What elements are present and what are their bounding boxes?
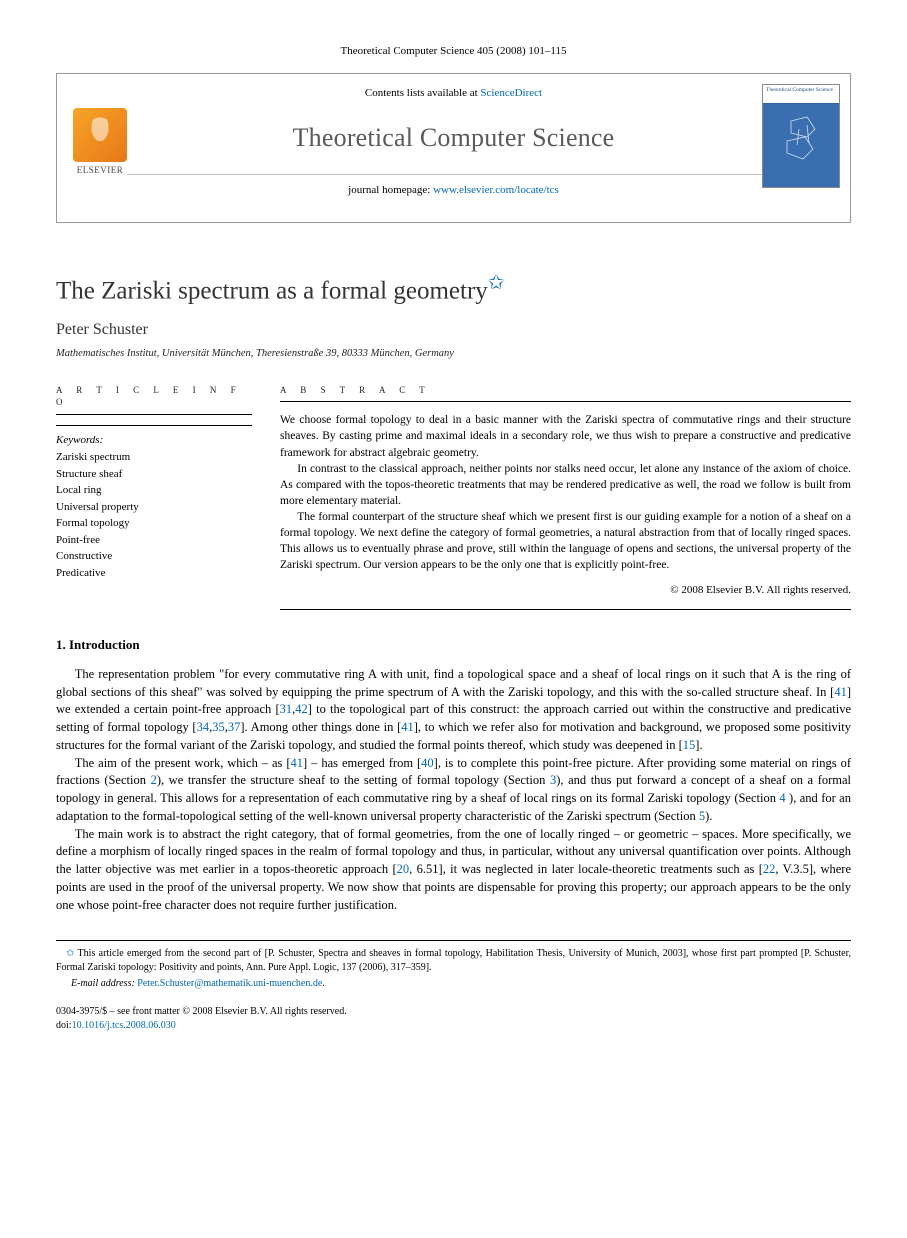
keyword: Structure sheaf <box>56 466 252 483</box>
elsevier-tree-icon <box>73 108 127 162</box>
abstract-column: A B S T R A C T We choose formal topolog… <box>280 384 851 610</box>
text-run: ] – has emerged from [ <box>303 756 421 770</box>
citation-link[interactable]: 15 <box>683 738 696 752</box>
keyword: Constructive <box>56 548 252 565</box>
doi-link[interactable]: 10.1016/j.tcs.2008.06.030 <box>72 1020 176 1031</box>
info-rule <box>56 425 252 426</box>
text-run: The aim of the present work, which – as … <box>75 756 291 770</box>
doi-label: doi: <box>56 1020 72 1031</box>
publisher-logo: ELSEVIER <box>67 108 133 177</box>
journal-homepage-line: journal homepage: www.elsevier.com/locat… <box>127 174 780 198</box>
citation-link[interactable]: 35 <box>212 720 225 734</box>
journal-cover-thumbnail[interactable]: Theoretical Computer Science <box>762 84 840 188</box>
keywords-label: Keywords: <box>56 433 252 448</box>
section-number: 1. <box>56 637 66 652</box>
abstract-paragraph: In contrast to the classical approach, n… <box>280 461 851 509</box>
body-paragraph: The aim of the present work, which – as … <box>56 755 851 826</box>
citation-link[interactable]: 41 <box>401 720 414 734</box>
footnotes-block: ✩ This article emerged from the second p… <box>56 940 851 991</box>
title-footnote: ✩ This article emerged from the second p… <box>56 947 851 974</box>
citation-link[interactable]: 20 <box>397 862 410 876</box>
article-info-column: A R T I C L E I N F O Keywords: Zariski … <box>56 384 252 610</box>
email-label: E-mail address: <box>71 978 137 989</box>
section-heading: 1. Introduction <box>56 636 851 654</box>
text-run: ), we transfer the structure sheaf to th… <box>157 773 550 787</box>
sciencedirect-link[interactable]: ScienceDirect <box>480 87 542 99</box>
keyword: Predicative <box>56 565 252 582</box>
text-run: The representation problem "for every co… <box>56 667 851 699</box>
front-matter-line: 0304-3975/$ – see front matter © 2008 El… <box>56 1005 851 1019</box>
citation-link[interactable]: 31 <box>280 702 293 716</box>
keyword: Point-free <box>56 532 252 549</box>
abstract-copyright: © 2008 Elsevier B.V. All rights reserved… <box>280 583 851 598</box>
publisher-name: ELSEVIER <box>67 164 133 177</box>
footnote-text: This article emerged from the second par… <box>56 948 851 973</box>
author-email-link[interactable]: Peter.Schuster@mathematik.uni-muenchen.d… <box>137 978 322 989</box>
keyword: Local ring <box>56 482 252 499</box>
citation-link[interactable]: 34 <box>197 720 210 734</box>
citation-link[interactable]: 42 <box>295 702 308 716</box>
citation-link[interactable]: 40 <box>421 756 434 770</box>
section-title: Introduction <box>69 637 140 652</box>
citation-link[interactable]: 37 <box>228 720 241 734</box>
abstract-paragraph: The formal counterpart of the structure … <box>280 509 851 573</box>
keyword: Zariski spectrum <box>56 449 252 466</box>
title-text: The Zariski spectrum as a formal geometr… <box>56 278 488 305</box>
author-name: Peter Schuster <box>56 319 851 341</box>
cover-art-icon <box>777 115 827 171</box>
text-run: ]. Among other things done in [ <box>240 720 401 734</box>
abstract-heading: A B S T R A C T <box>280 384 851 403</box>
journal-homepage-link[interactable]: www.elsevier.com/locate/tcs <box>433 184 559 196</box>
contents-prefix: Contents lists available at <box>365 87 480 99</box>
article-info-heading: A R T I C L E I N F O <box>56 384 252 415</box>
journal-header-box: ELSEVIER Theoretical Computer Science Co… <box>56 73 851 223</box>
article-title: The Zariski spectrum as a formal geometr… <box>56 269 851 308</box>
text-run: , 6.51], it was neglected in later local… <box>409 862 763 876</box>
doi-line: doi:10.1016/j.tcs.2008.06.030 <box>56 1019 851 1033</box>
email-suffix: . <box>322 978 325 989</box>
title-footnote-marker[interactable]: ✩ <box>488 272 505 294</box>
email-line: E-mail address: Peter.Schuster@mathemati… <box>56 977 851 991</box>
body-paragraph: The main work is to abstract the right c… <box>56 826 851 915</box>
journal-name: Theoretical Computer Science <box>57 120 850 156</box>
body-paragraph: The representation problem "for every co… <box>56 666 851 755</box>
citation-link[interactable]: 41 <box>291 756 304 770</box>
text-run: ]. <box>695 738 702 752</box>
author-affiliation: Mathematisches Institut, Universität Mün… <box>56 347 851 362</box>
keyword: Universal property <box>56 499 252 516</box>
citation-link[interactable]: 22 <box>763 862 776 876</box>
abstract-paragraph: We choose formal topology to deal in a b… <box>280 412 851 460</box>
citation-link[interactable]: 41 <box>834 685 847 699</box>
citation-line: Theoretical Computer Science 405 (2008) … <box>56 44 851 59</box>
contents-available-line: Contents lists available at ScienceDirec… <box>57 74 850 101</box>
cover-title-text: Theoretical Computer Science <box>766 87 833 93</box>
text-run: ). <box>705 809 712 823</box>
abstract-bottom-rule <box>280 609 851 610</box>
homepage-prefix: journal homepage: <box>348 184 433 196</box>
bottom-matter: 0304-3975/$ – see front matter © 2008 El… <box>56 1005 851 1033</box>
body-text: 1. Introduction The representation probl… <box>56 636 851 915</box>
keyword: Formal topology <box>56 515 252 532</box>
